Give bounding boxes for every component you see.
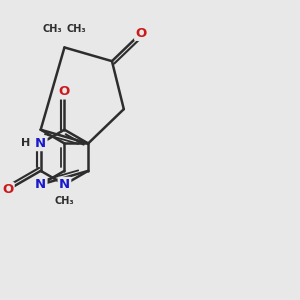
Text: N: N (35, 178, 46, 191)
Text: O: O (2, 183, 14, 196)
Text: O: O (59, 85, 70, 98)
Text: CH₃: CH₃ (43, 24, 62, 34)
Text: O: O (59, 85, 70, 98)
Text: CH₃: CH₃ (67, 24, 86, 34)
Text: N: N (35, 137, 46, 150)
Text: N: N (59, 178, 70, 191)
Text: CH₃: CH₃ (55, 196, 74, 206)
Text: H: H (21, 138, 30, 148)
Text: N: N (35, 178, 46, 191)
Text: O: O (135, 27, 147, 40)
Text: O: O (135, 27, 147, 40)
Text: O: O (2, 183, 14, 196)
Text: N: N (35, 137, 46, 150)
Text: N: N (59, 178, 70, 191)
